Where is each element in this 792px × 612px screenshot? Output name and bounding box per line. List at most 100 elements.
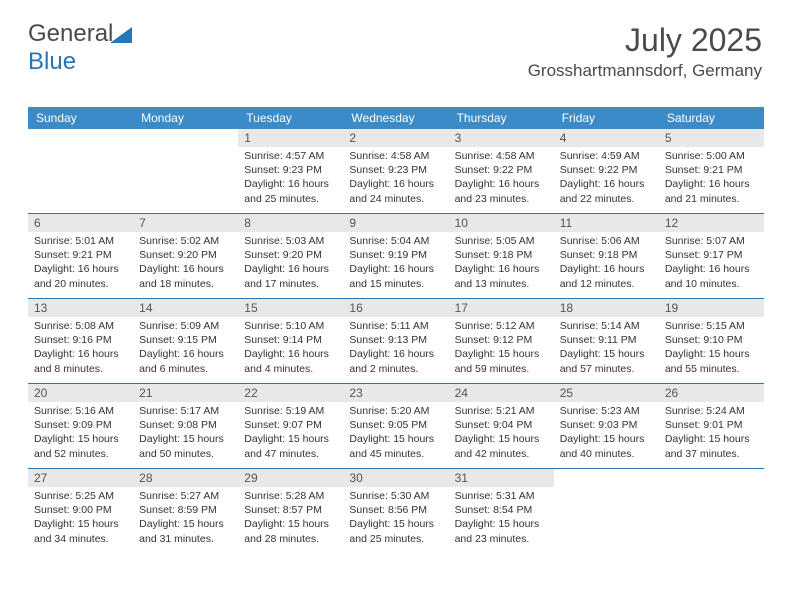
calendar-day-cell: 6Sunrise: 5:01 AMSunset: 9:21 PMDaylight…	[28, 214, 133, 298]
day-body: Sunrise: 5:16 AMSunset: 9:09 PMDaylight:…	[28, 402, 133, 465]
day-body: Sunrise: 5:05 AMSunset: 9:18 PMDaylight:…	[449, 232, 554, 295]
day-number: 22	[238, 384, 343, 402]
calendar-day-cell: 18Sunrise: 5:14 AMSunset: 9:11 PMDayligh…	[554, 299, 659, 383]
day-sunset: Sunset: 9:22 PM	[455, 163, 548, 177]
day-number	[554, 469, 659, 487]
day-daylight1: Daylight: 15 hours	[139, 432, 232, 446]
calendar-day-cell: 19Sunrise: 5:15 AMSunset: 9:10 PMDayligh…	[659, 299, 764, 383]
day-body: Sunrise: 5:08 AMSunset: 9:16 PMDaylight:…	[28, 317, 133, 380]
calendar-day-cell: 21Sunrise: 5:17 AMSunset: 9:08 PMDayligh…	[133, 384, 238, 468]
day-sunrise: Sunrise: 5:15 AM	[665, 319, 758, 333]
logo-text-1: General	[28, 20, 113, 47]
logo-triangle-icon	[110, 27, 132, 43]
calendar-day-cell	[659, 469, 764, 553]
calendar-day-cell: 25Sunrise: 5:23 AMSunset: 9:03 PMDayligh…	[554, 384, 659, 468]
day-daylight2: and 57 minutes.	[560, 362, 653, 376]
day-daylight2: and 23 minutes.	[455, 532, 548, 546]
day-daylight2: and 8 minutes.	[34, 362, 127, 376]
day-number: 16	[343, 299, 448, 317]
day-body: Sunrise: 5:14 AMSunset: 9:11 PMDaylight:…	[554, 317, 659, 380]
day-sunset: Sunset: 9:01 PM	[665, 418, 758, 432]
day-daylight1: Daylight: 15 hours	[455, 347, 548, 361]
day-body: Sunrise: 4:59 AMSunset: 9:22 PMDaylight:…	[554, 147, 659, 210]
day-sunset: Sunset: 9:10 PM	[665, 333, 758, 347]
day-sunset: Sunset: 9:18 PM	[560, 248, 653, 262]
day-sunset: Sunset: 9:08 PM	[139, 418, 232, 432]
day-sunset: Sunset: 8:56 PM	[349, 503, 442, 517]
calendar-day-cell: 8Sunrise: 5:03 AMSunset: 9:20 PMDaylight…	[238, 214, 343, 298]
day-number: 23	[343, 384, 448, 402]
day-daylight2: and 4 minutes.	[244, 362, 337, 376]
day-daylight1: Daylight: 15 hours	[349, 432, 442, 446]
day-number: 17	[449, 299, 554, 317]
day-sunset: Sunset: 9:14 PM	[244, 333, 337, 347]
day-sunset: Sunset: 9:09 PM	[34, 418, 127, 432]
calendar-day-cell	[28, 129, 133, 213]
day-daylight2: and 42 minutes.	[455, 447, 548, 461]
logo-text-2: Blue	[28, 48, 76, 75]
day-sunset: Sunset: 9:20 PM	[244, 248, 337, 262]
day-number: 15	[238, 299, 343, 317]
day-sunrise: Sunrise: 4:58 AM	[349, 149, 442, 163]
day-number: 4	[554, 129, 659, 147]
day-sunrise: Sunrise: 4:58 AM	[455, 149, 548, 163]
day-number: 3	[449, 129, 554, 147]
day-daylight2: and 55 minutes.	[665, 362, 758, 376]
day-number: 8	[238, 214, 343, 232]
day-sunset: Sunset: 9:18 PM	[455, 248, 548, 262]
day-daylight2: and 34 minutes.	[34, 532, 127, 546]
day-daylight2: and 17 minutes.	[244, 277, 337, 291]
calendar-week-row: 13Sunrise: 5:08 AMSunset: 9:16 PMDayligh…	[28, 299, 764, 384]
day-sunrise: Sunrise: 4:59 AM	[560, 149, 653, 163]
day-number: 31	[449, 469, 554, 487]
day-sunset: Sunset: 9:15 PM	[139, 333, 232, 347]
day-number: 21	[133, 384, 238, 402]
day-number: 19	[659, 299, 764, 317]
day-sunrise: Sunrise: 5:08 AM	[34, 319, 127, 333]
day-number: 18	[554, 299, 659, 317]
page-title: July 2025	[528, 22, 762, 59]
day-body: Sunrise: 5:19 AMSunset: 9:07 PMDaylight:…	[238, 402, 343, 465]
day-daylight2: and 52 minutes.	[34, 447, 127, 461]
day-daylight1: Daylight: 16 hours	[139, 262, 232, 276]
day-daylight2: and 18 minutes.	[139, 277, 232, 291]
day-number: 11	[554, 214, 659, 232]
day-header-cell: Monday	[133, 107, 238, 129]
day-number: 26	[659, 384, 764, 402]
calendar-week-row: 20Sunrise: 5:16 AMSunset: 9:09 PMDayligh…	[28, 384, 764, 469]
day-daylight2: and 13 minutes.	[455, 277, 548, 291]
day-sunrise: Sunrise: 5:05 AM	[455, 234, 548, 248]
day-number: 25	[554, 384, 659, 402]
day-daylight2: and 50 minutes.	[139, 447, 232, 461]
day-daylight2: and 28 minutes.	[244, 532, 337, 546]
day-daylight1: Daylight: 16 hours	[665, 262, 758, 276]
day-body: Sunrise: 5:12 AMSunset: 9:12 PMDaylight:…	[449, 317, 554, 380]
day-number: 2	[343, 129, 448, 147]
day-daylight2: and 25 minutes.	[349, 532, 442, 546]
day-daylight1: Daylight: 16 hours	[349, 347, 442, 361]
day-daylight1: Daylight: 16 hours	[139, 347, 232, 361]
calendar-week-row: 6Sunrise: 5:01 AMSunset: 9:21 PMDaylight…	[28, 214, 764, 299]
day-sunrise: Sunrise: 5:19 AM	[244, 404, 337, 418]
day-sunrise: Sunrise: 5:01 AM	[34, 234, 127, 248]
calendar-day-cell: 24Sunrise: 5:21 AMSunset: 9:04 PMDayligh…	[449, 384, 554, 468]
day-body: Sunrise: 5:10 AMSunset: 9:14 PMDaylight:…	[238, 317, 343, 380]
day-daylight1: Daylight: 16 hours	[665, 177, 758, 191]
calendar-day-cell: 14Sunrise: 5:09 AMSunset: 9:15 PMDayligh…	[133, 299, 238, 383]
location-text: Grosshartmannsdorf, Germany	[528, 61, 762, 81]
day-daylight2: and 20 minutes.	[34, 277, 127, 291]
calendar-day-cell: 12Sunrise: 5:07 AMSunset: 9:17 PMDayligh…	[659, 214, 764, 298]
day-sunrise: Sunrise: 5:25 AM	[34, 489, 127, 503]
day-body: Sunrise: 5:20 AMSunset: 9:05 PMDaylight:…	[343, 402, 448, 465]
day-daylight1: Daylight: 15 hours	[455, 517, 548, 531]
calendar-day-cell: 16Sunrise: 5:11 AMSunset: 9:13 PMDayligh…	[343, 299, 448, 383]
day-sunset: Sunset: 9:03 PM	[560, 418, 653, 432]
day-sunrise: Sunrise: 5:02 AM	[139, 234, 232, 248]
calendar-day-cell	[554, 469, 659, 553]
day-body: Sunrise: 4:58 AMSunset: 9:22 PMDaylight:…	[449, 147, 554, 210]
calendar-week-row: 1Sunrise: 4:57 AMSunset: 9:23 PMDaylight…	[28, 129, 764, 214]
day-daylight1: Daylight: 16 hours	[244, 177, 337, 191]
day-daylight1: Daylight: 16 hours	[455, 262, 548, 276]
day-header-cell: Saturday	[659, 107, 764, 129]
day-daylight2: and 24 minutes.	[349, 192, 442, 206]
